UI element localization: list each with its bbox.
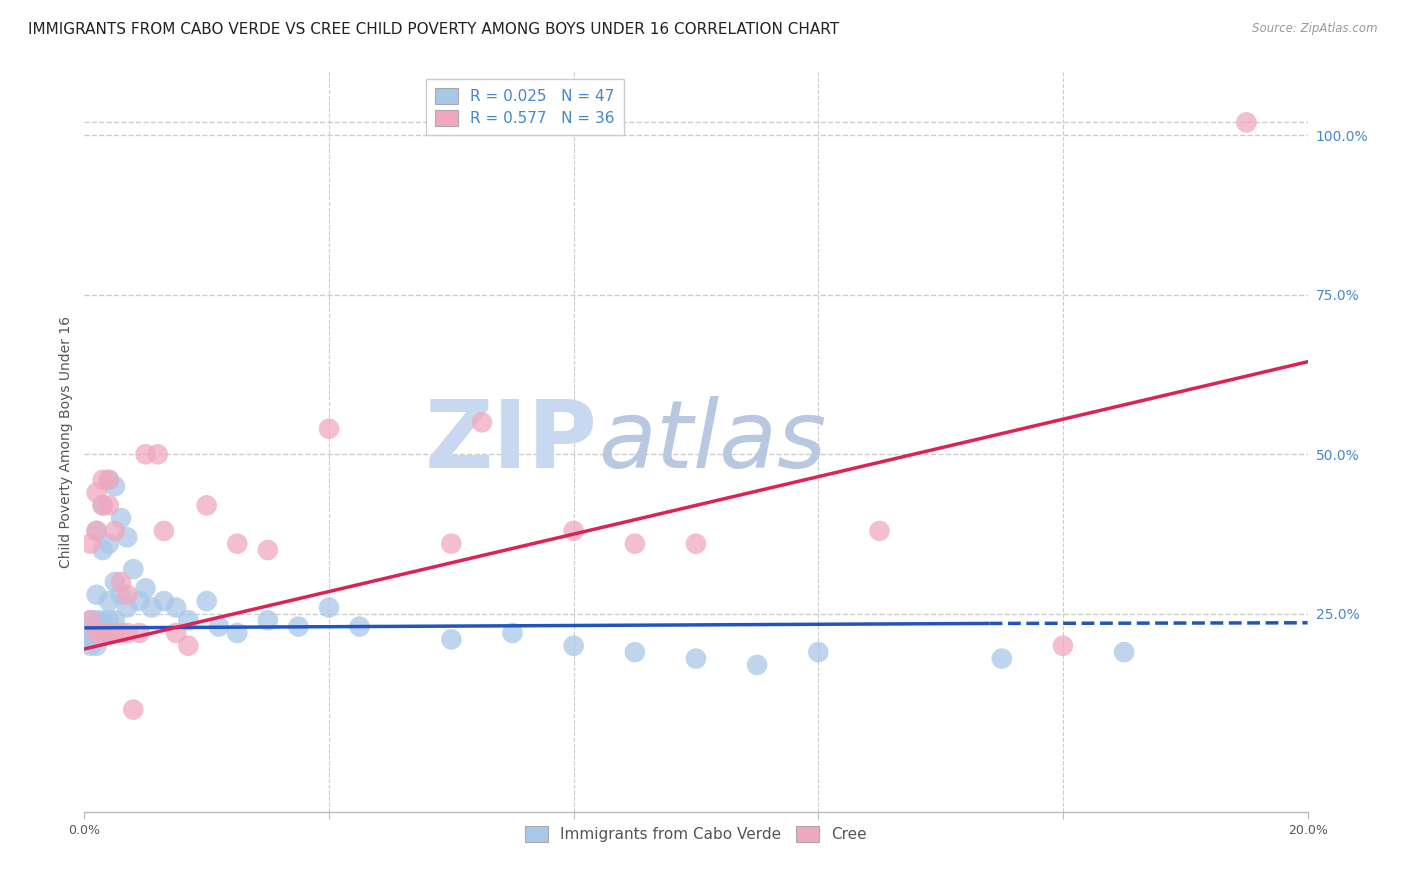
Point xyxy=(562,639,585,653)
Point xyxy=(86,613,108,627)
Point xyxy=(141,600,163,615)
Point xyxy=(104,524,127,538)
Point xyxy=(86,626,108,640)
Point xyxy=(115,530,138,544)
Point xyxy=(226,536,249,550)
Point xyxy=(79,536,101,550)
Point xyxy=(104,479,127,493)
Y-axis label: Child Poverty Among Boys Under 16: Child Poverty Among Boys Under 16 xyxy=(59,316,73,567)
Legend: Immigrants from Cabo Verde, Cree: Immigrants from Cabo Verde, Cree xyxy=(519,821,873,848)
Point xyxy=(115,626,138,640)
Point xyxy=(97,499,120,513)
Text: ZIP: ZIP xyxy=(425,395,598,488)
Point xyxy=(177,613,200,627)
Point xyxy=(86,485,108,500)
Point xyxy=(91,543,114,558)
Point xyxy=(91,499,114,513)
Point xyxy=(79,626,101,640)
Text: Source: ZipAtlas.com: Source: ZipAtlas.com xyxy=(1253,22,1378,36)
Point xyxy=(685,536,707,550)
Point xyxy=(747,657,769,672)
Point xyxy=(226,626,249,640)
Point xyxy=(110,511,132,525)
Point xyxy=(91,626,114,640)
Point xyxy=(562,524,585,538)
Point xyxy=(79,613,101,627)
Point xyxy=(440,632,463,647)
Point xyxy=(91,499,114,513)
Point xyxy=(624,536,647,550)
Point xyxy=(318,422,340,436)
Point xyxy=(1052,639,1074,653)
Point xyxy=(110,574,132,589)
Point xyxy=(146,447,169,461)
Point xyxy=(91,626,114,640)
Point xyxy=(471,416,494,430)
Point xyxy=(128,626,150,640)
Point xyxy=(97,594,120,608)
Point xyxy=(257,613,280,627)
Point xyxy=(110,626,132,640)
Point xyxy=(104,574,127,589)
Text: atlas: atlas xyxy=(598,396,827,487)
Point xyxy=(86,524,108,538)
Point xyxy=(97,536,120,550)
Point xyxy=(86,639,108,653)
Point xyxy=(195,594,218,608)
Point xyxy=(440,536,463,550)
Point xyxy=(79,632,101,647)
Point xyxy=(86,588,108,602)
Point xyxy=(807,645,830,659)
Point xyxy=(91,613,114,627)
Point xyxy=(991,651,1014,665)
Point xyxy=(208,619,231,633)
Point xyxy=(502,626,524,640)
Point xyxy=(104,613,127,627)
Point xyxy=(97,473,120,487)
Point xyxy=(86,626,108,640)
Point xyxy=(110,588,132,602)
Point xyxy=(1236,115,1258,129)
Point xyxy=(624,645,647,659)
Point xyxy=(257,543,280,558)
Point xyxy=(79,613,101,627)
Point xyxy=(177,639,200,653)
Point xyxy=(97,626,120,640)
Point xyxy=(122,562,145,576)
Point xyxy=(685,651,707,665)
Text: IMMIGRANTS FROM CABO VERDE VS CREE CHILD POVERTY AMONG BOYS UNDER 16 CORRELATION: IMMIGRANTS FROM CABO VERDE VS CREE CHILD… xyxy=(28,22,839,37)
Point xyxy=(153,594,176,608)
Point xyxy=(115,600,138,615)
Point xyxy=(349,619,371,633)
Point xyxy=(135,447,157,461)
Point xyxy=(1114,645,1136,659)
Point xyxy=(195,499,218,513)
Point xyxy=(79,639,101,653)
Point xyxy=(287,619,309,633)
Point xyxy=(122,703,145,717)
Point xyxy=(128,594,150,608)
Point xyxy=(97,613,120,627)
Point xyxy=(91,473,114,487)
Point xyxy=(86,524,108,538)
Point xyxy=(115,588,138,602)
Point xyxy=(869,524,891,538)
Point xyxy=(318,600,340,615)
Point xyxy=(165,626,187,640)
Point xyxy=(153,524,176,538)
Point xyxy=(97,473,120,487)
Point xyxy=(165,600,187,615)
Point xyxy=(135,582,157,596)
Point xyxy=(104,626,127,640)
